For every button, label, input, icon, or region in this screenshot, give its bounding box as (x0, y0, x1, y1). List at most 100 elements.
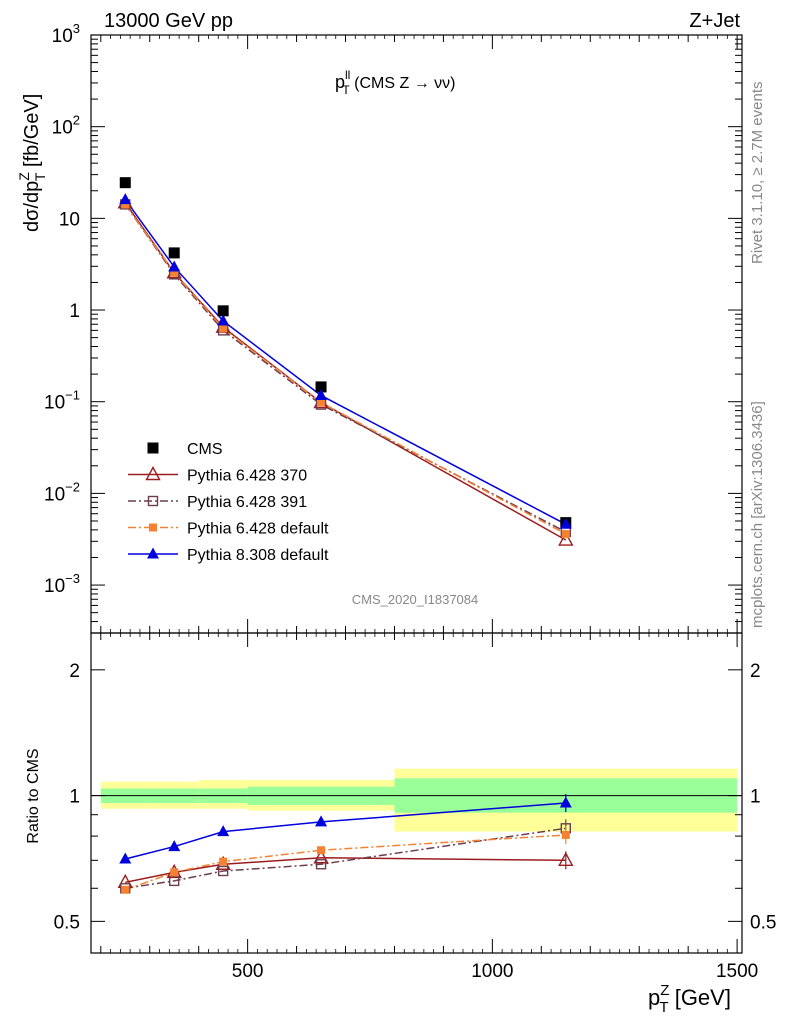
xlabel-rest: [GeV] (669, 985, 731, 1010)
upper-ytick-label: 10−2 (44, 479, 80, 505)
lower-ylabel: Ratio to CMS (25, 748, 42, 843)
upper-point-cms (315, 381, 327, 393)
upper-point-pydefault (561, 530, 570, 539)
lower-ytick-label-left: 2 (69, 661, 80, 682)
lower-point-py391 (169, 875, 180, 887)
lower-point-py370 (313, 849, 329, 864)
upper-point-cms (119, 177, 131, 189)
xlabel-sub: T (659, 999, 668, 1016)
upper-axis-ticks (91, 34, 742, 634)
lower-point-py8 (559, 796, 572, 808)
upper-point-pydefault (121, 200, 130, 209)
upper-ylabel-rest: [fb/GeV] (21, 94, 43, 173)
upper-ylabel-sub: T (32, 172, 48, 181)
xlabel-main: p (648, 985, 660, 1010)
analysis-watermark: CMS_2020_I1837084 (352, 592, 479, 607)
legend-marker-py8 (147, 547, 159, 559)
lower-series-markers (117, 794, 574, 894)
legend-label-py370: Pythia 6.428 370 (187, 468, 307, 485)
lower-point-pydefault (561, 830, 570, 839)
header-right: Z+Jet (689, 10, 740, 32)
upper-point-cms (168, 247, 180, 259)
xtick-label: 1000 (471, 961, 513, 982)
plot-title-rest: (CMS Z → νν) (350, 75, 456, 92)
upper-point-cms (217, 305, 229, 317)
upper-ylabel-main: dσ/dp (21, 181, 43, 232)
rivet-side-text: Rivet 3.1.10, ≥ 2.7M events (749, 82, 766, 265)
lower-point-py391 (315, 859, 327, 870)
upper-ytick-label: 10−3 (44, 571, 80, 597)
lower-point-py391 (217, 865, 229, 877)
upper-ylabel: dσ/dpZT [fb/GeV] (16, 94, 48, 232)
lower-point-py370 (558, 851, 574, 867)
legend-label-py391: Pythia 6.428 391 (187, 494, 307, 511)
lower-frame (90, 632, 743, 954)
lower-ytick-label-right: 0.5 (750, 912, 776, 933)
upper-point-pydefault (317, 398, 326, 407)
lower-ytick-label-left: 1 (69, 787, 80, 808)
upper-point-py8 (315, 388, 328, 400)
legend-marker-cms (147, 442, 159, 454)
lower-tick-labels: 0.5 0.5 1 1 2 2 500 1000 1500 (54, 661, 777, 982)
upper-point-py8 (559, 517, 572, 529)
xtick-label: 1500 (716, 961, 758, 982)
upper-point-py8 (168, 260, 181, 272)
legend-label-pydefault: Pythia 6.428 default (187, 521, 329, 538)
upper-ytick-label: 1 (69, 301, 80, 322)
upper-ytick-label: 10−1 (44, 388, 80, 414)
legend-label-py8: Pythia 8.308 default (187, 547, 329, 564)
upper-series-markers (117, 177, 574, 546)
lower-panel: 0.5 0.5 1 1 2 2 500 1000 1500 (54, 632, 777, 982)
plot-title-sup: ll (345, 68, 350, 82)
upper-point-py8 (217, 314, 230, 326)
upper-ytick-label: 10 (59, 209, 80, 230)
upper-ytick-label-base: 10 (52, 118, 73, 139)
upper-ytick-label-exp: 3 (73, 21, 80, 36)
upper-ytick-label: 103 (52, 21, 80, 47)
xtick-label: 500 (232, 961, 264, 982)
upper-ytick-label-base: 10 (44, 393, 65, 414)
legend: CMS Pythia 6.428 370 Pythia 6.428 391 Pythi… (128, 441, 329, 564)
lower-ytick-label-right: 1 (750, 787, 761, 808)
upper-ytick-label-exp: −3 (65, 571, 80, 586)
upper-series-lines (124, 199, 567, 541)
lower-point-pydefault (317, 846, 326, 855)
upper-ytick-label-exp: −1 (65, 388, 80, 403)
lower-point-pydefault (121, 885, 130, 894)
upper-ytick-label: 102 (52, 113, 80, 139)
upper-ytick-label-base: 10 (44, 484, 65, 505)
upper-ytick-label-base: 10 (52, 26, 73, 47)
upper-frame (90, 34, 743, 634)
lower-axis-ticks (91, 633, 742, 953)
upper-point-py370 (558, 531, 574, 546)
upper-ytick-label-exp: 2 (73, 113, 80, 128)
lower-point-pydefault (219, 857, 228, 866)
upper-ylabel-sup: Z (16, 172, 32, 181)
plot-title: pll T (CMS Z → νν) (335, 68, 455, 97)
legend-marker-pydefault (149, 523, 157, 532)
upper-ytick-label-base: 10 (44, 576, 65, 597)
lower-point-py8 (119, 852, 132, 864)
xlabel: pZ T [GeV] (648, 982, 731, 1016)
lower-point-py8 (217, 825, 230, 837)
plot-title-main: p (335, 72, 345, 92)
lower-ytick-label-left: 0.5 (54, 912, 80, 933)
ratio-uncertainty-bands (100, 768, 738, 832)
upper-point-pydefault (219, 324, 228, 333)
lower-point-py8 (168, 840, 181, 852)
header-left: 13000 GeV pp (104, 10, 233, 32)
legend-marker-py391 (147, 495, 159, 507)
upper-ytick-label-base: 1 (69, 301, 80, 322)
plot-title-sub: T (342, 83, 350, 97)
lower-line-py370 (125, 856, 566, 884)
lower-line-py391 (125, 827, 566, 890)
xlabel-sup: Z (660, 982, 669, 999)
lower-point-pydefault (170, 868, 179, 877)
mcplots-side-text: mcplots.cern.ch [arXiv:1306.3436] (749, 401, 766, 628)
legend-label-cms: CMS (187, 441, 223, 458)
upper-line-pydefault (124, 203, 567, 535)
lower-line-pydefault (125, 834, 566, 891)
